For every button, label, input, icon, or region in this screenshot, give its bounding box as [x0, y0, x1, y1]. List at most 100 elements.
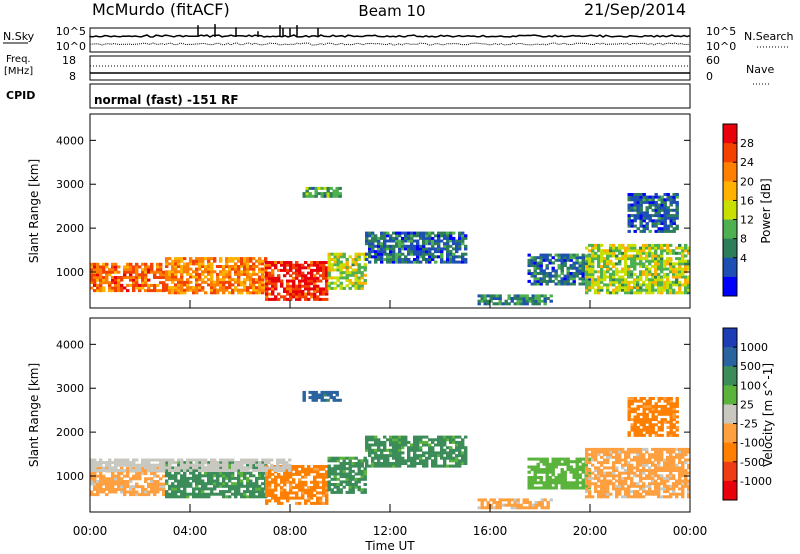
velocity-cell-1 [258, 484, 262, 488]
power-cell-2 [319, 290, 323, 293]
power-cell-7 [624, 280, 628, 284]
power-cell-4 [422, 231, 426, 235]
velocity-cell-7 [645, 463, 649, 467]
power-cell-9 [648, 206, 652, 210]
velocity-cell-1 [177, 487, 181, 491]
velocity-cell-7 [630, 479, 634, 483]
power-cell-3 [327, 286, 331, 290]
power-cell-0 [126, 270, 130, 274]
velocity-cell-3 [339, 483, 343, 486]
power-cell-7 [603, 265, 607, 268]
velocity-cell-6 [575, 460, 579, 464]
velocity-cell-10 [627, 433, 631, 437]
power-colorbar-swatch [723, 181, 737, 201]
velocity-cell-1 [252, 466, 256, 470]
velocity-cell-8 [189, 463, 193, 467]
velocity-cell-4 [377, 443, 381, 447]
power-cell-7 [663, 265, 667, 268]
velocity-cell-7 [663, 463, 667, 467]
power-cell-2 [274, 284, 278, 288]
velocity-cell-4 [416, 462, 420, 465]
power-cell-9 [672, 195, 676, 199]
velocity-cell-6 [551, 473, 555, 477]
velocity-cell-2 [325, 475, 329, 479]
power-cell-7 [627, 291, 631, 295]
velocity-cell-2 [268, 494, 272, 497]
power-cell-4 [440, 234, 444, 238]
power-cell-1 [216, 265, 220, 268]
velocity-cell-7 [642, 458, 646, 462]
power-cell-9 [675, 227, 679, 231]
power-cell-0 [108, 273, 112, 277]
velocity-cell-6 [578, 468, 582, 472]
velocity-cell-8 [147, 463, 151, 467]
power-cell-4 [374, 258, 378, 261]
velocity-cell-9 [332, 398, 336, 402]
velocity-cell-8 [222, 463, 226, 467]
station-title: McMurdo (fitACF) [92, 0, 230, 19]
velocity-cell-7 [687, 487, 691, 491]
power-cell-2 [325, 282, 329, 286]
velocity-cell-7 [633, 458, 637, 462]
power-cell-9 [666, 208, 670, 212]
velocity-cell-8 [105, 469, 109, 472]
velocity-cell-1 [213, 471, 217, 475]
velocity-cell-5 [507, 501, 511, 504]
power-cell-1 [249, 283, 253, 287]
velocity-cell-6 [542, 457, 546, 461]
velocity-cell-2 [310, 501, 314, 505]
power-cell-9 [666, 193, 670, 196]
power-cell-6 [572, 277, 576, 281]
power-cell-3 [354, 284, 358, 288]
power-cell-6 [581, 272, 585, 275]
power-cell-4 [446, 258, 450, 261]
velocity-cell-8 [186, 461, 190, 465]
velocity-cell-6 [566, 486, 570, 490]
power-cell-3 [327, 284, 331, 288]
velocity-cell-9 [314, 393, 318, 397]
velocity-cell-4 [383, 464, 387, 468]
power-cell-4 [401, 252, 405, 256]
power-cell-9 [630, 193, 634, 196]
power-cell-7 [642, 270, 646, 274]
velocity-cell-0 [159, 485, 163, 489]
power-cell-7 [600, 254, 604, 258]
power-cell-7 [681, 262, 685, 266]
power-cell-4 [461, 234, 465, 238]
velocity-cell-10 [669, 410, 673, 414]
power-cell-4 [407, 239, 411, 243]
velocity-cell-7 [666, 479, 670, 483]
velocity-cell-8 [279, 461, 283, 465]
velocity-cell-1 [240, 484, 244, 488]
velocity-cell-10 [657, 397, 661, 400]
power-cell-9 [672, 216, 676, 220]
velocity-cell-1 [234, 490, 238, 494]
velocity-cell-6 [557, 460, 561, 464]
velocity-cell-0 [117, 474, 121, 478]
velocity-cell-1 [177, 495, 181, 499]
power-cell-7 [657, 265, 661, 268]
velocity-cell-2 [292, 478, 296, 482]
velocity-cell-0 [105, 487, 109, 491]
velocity-cell-5 [486, 503, 490, 507]
power-cell-3 [354, 252, 358, 256]
power-cell-7 [672, 265, 676, 268]
power-cell-1 [228, 272, 232, 276]
velocity-cell-7 [603, 458, 607, 462]
power-cell-1 [168, 286, 172, 290]
velocity-cell-7 [657, 492, 661, 496]
power-cell-7 [651, 280, 655, 284]
velocity-cell-8 [90, 463, 94, 467]
power-cell-0 [129, 273, 133, 277]
power-cell-3 [357, 281, 361, 285]
power-cell-1 [210, 265, 214, 268]
velocity-cell-4 [452, 459, 456, 463]
velocity-cell-7 [660, 495, 664, 499]
power-cell-9 [645, 200, 649, 204]
power-cell-5 [516, 297, 520, 300]
velocity-cell-8 [162, 469, 166, 472]
velocity-cell-7 [687, 458, 691, 462]
power-cell-7 [588, 262, 592, 266]
velocity-cell-7 [594, 466, 598, 470]
power-cell-7 [630, 265, 634, 268]
